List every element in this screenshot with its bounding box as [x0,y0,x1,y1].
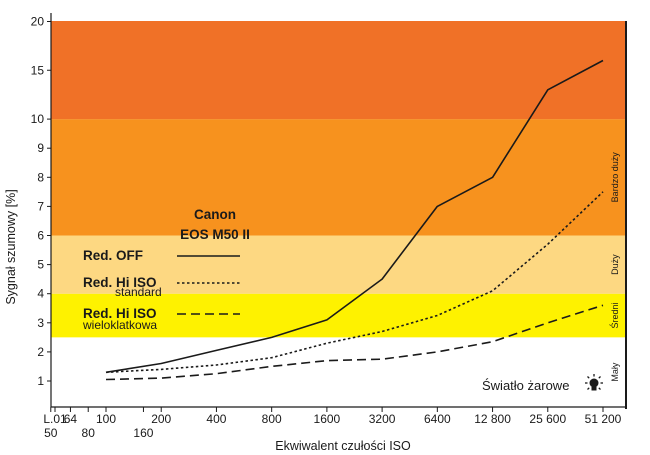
y-tick-label: 9 [37,141,44,155]
x-tick-label: 80 [82,426,96,440]
x-tick-label: 400 [206,412,226,426]
legend-label-red-off: Red. OFF [83,248,143,263]
y-axis: 1 2 3 4 5 6 7 8 9 10 15 20 [31,13,52,407]
x-tick-label: 3200 [369,412,396,426]
y-tick-label: 10 [31,112,45,126]
x-tick-label: L.01 [43,412,67,426]
noise-zones [51,21,626,407]
zone-band [51,337,626,407]
lamp-annotation: Światło żarowe [482,374,603,393]
x-tick-label: 6400 [424,412,451,426]
y-axis-label: Sygnał szumowy [%] [4,189,18,304]
zone-label: Bardzo duży [610,152,620,203]
zone-label: Mały [610,362,620,382]
series-lines [105,59,604,381]
x-tick-label: 200 [151,412,171,426]
zone-band [51,293,626,338]
y-tick-label: 20 [31,15,45,29]
x-tick-label: 50 [44,426,58,440]
zone-label: Średni [609,303,620,329]
legend-sublabel-multi: wieloklatkowa [82,318,157,332]
zone-band [51,119,626,236]
x-tick-label: 100 [96,412,116,426]
legend-label-hi-iso-standard: Red. Hi ISO [83,275,157,290]
y-tick-label: 6 [37,229,44,243]
zone-band [51,235,626,294]
x-tick-label: 800 [262,412,282,426]
y-tick-label: 5 [37,258,44,272]
x-tick-label: 51 200 [585,412,622,426]
series-line [105,191,604,374]
legend: Canon EOS M50 II Red. OFF Red. Hi ISO st… [82,207,250,332]
zone-label: Duży [610,254,620,275]
legend-title-line-1: Canon [194,207,236,222]
legend-label-hi-iso-multi: Red. Hi ISO [83,306,157,321]
zone-band [51,21,626,120]
y-tick-label: 8 [37,170,44,184]
y-tick-label: 7 [37,199,44,213]
x-tick-label: 25 600 [529,412,566,426]
x-tick-label: 1600 [314,412,341,426]
y-tick-label: 3 [37,316,44,330]
x-axis-label: Ekwiwalent czułości ISO [275,439,411,453]
y-tick-label: 1 [37,374,44,388]
y-tick-label: 2 [37,345,44,359]
y-tick-label: 4 [37,287,44,301]
x-tick-label: 12 800 [474,412,511,426]
zone-labels: Mały Średni Duży Bardzo duży [609,21,627,409]
legend-title-line-2: EOS M50 II [180,227,250,242]
legend-sublabel-standard: standard [115,285,162,299]
x-tick-label: 64 [64,412,78,426]
lightbulb-icon [585,374,603,391]
y-tick-label: 15 [31,63,45,77]
lamp-label: Światło żarowe [482,378,569,393]
x-tick-label: 160 [133,426,153,440]
series-line [105,59,604,374]
